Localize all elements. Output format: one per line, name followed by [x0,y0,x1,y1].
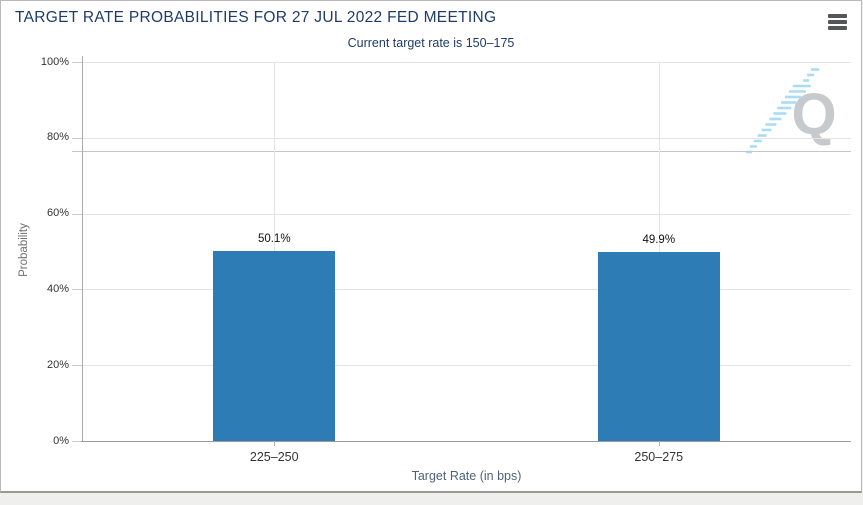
chart-subtitle: Current target rate is 150–175 [347,36,515,50]
page-title: TARGET RATE PROBABILITIES FOR 27 JUL 202… [15,9,497,26]
x-category-label: 225–250 [249,450,299,464]
bar-value-label: 50.1% [257,233,291,246]
y-tick-label: 80% [46,131,69,144]
y-tick-label: 20% [46,358,69,371]
y-gridline [82,137,851,139]
y-axis-line [82,56,83,441]
y-gridline [82,62,851,63]
probability-bar[interactable] [213,251,336,441]
y-tick-label: 0% [53,434,69,447]
y-gridline [82,213,851,215]
x-gridline [658,62,660,441]
y-axis-tick [72,441,82,442]
y-axis-tick [72,213,82,215]
y-axis-tick [72,137,82,139]
quandl-watermark: Q [746,68,837,154]
x-category-label: 250–275 [634,450,684,464]
y-tick-label: 40% [46,282,69,295]
y-axis-tick [72,289,82,291]
hamburger-icon-bar [828,26,847,30]
y-tick-label: 100% [40,55,69,68]
hamburger-icon-bar [828,20,847,24]
y-axis-tick [72,62,82,63]
probability-bar[interactable] [597,251,720,441]
hamburger-menu-button[interactable] [828,14,847,30]
y-axis-tick [72,365,82,367]
chart-card: TARGET RATE PROBABILITIES FOR 27 JUL 202… [0,0,862,493]
y-gridline [82,365,851,367]
y-tick-label: 60% [46,207,69,220]
y-gridline [82,289,851,291]
x-axis-tick [658,441,660,446]
x-axis-title: Target Rate (in bps) [411,469,522,483]
watermark-q-letter: Q [791,82,836,147]
x-axis-tick [274,441,276,446]
hamburger-icon-bar [828,14,847,18]
extra-gridline [72,151,851,153]
bar-value-label: 49.9% [642,233,676,246]
y-axis-title: Probability [18,223,30,277]
bar-chart: Probability Target Rate (in bps) Q 0% 20%… [1,1,861,491]
x-axis-line [81,441,851,442]
